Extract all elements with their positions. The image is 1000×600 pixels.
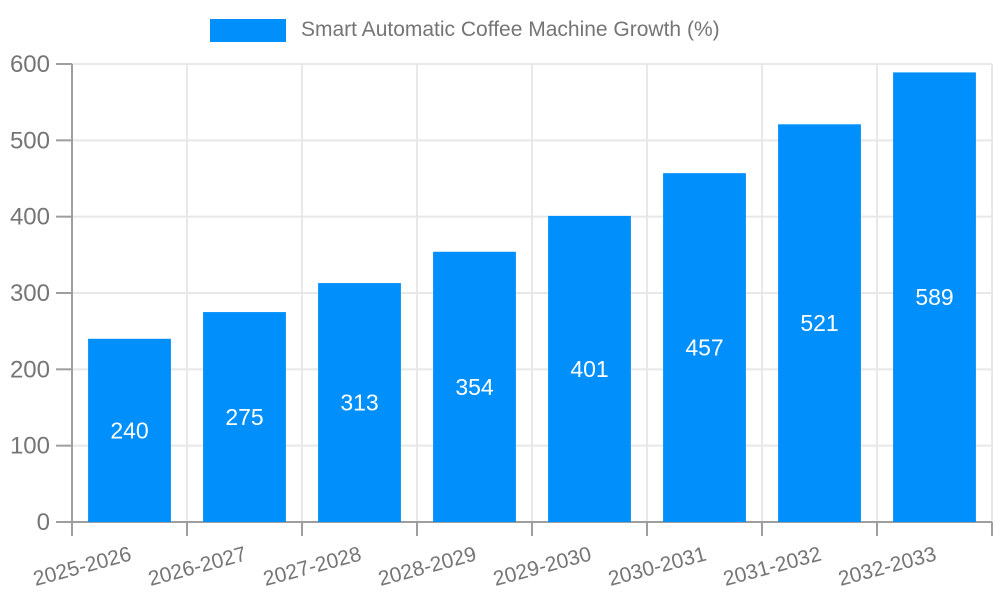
x-axis-category-label: 2031-2032	[721, 543, 824, 591]
x-axis-category-label: 2027-2028	[261, 543, 364, 591]
bar-value-label: 521	[800, 310, 838, 336]
x-axis-category-label: 2029-2030	[491, 543, 594, 591]
x-axis-category-label: 2028-2029	[376, 543, 479, 591]
bar-2027-2028[interactable]	[318, 283, 401, 522]
y-axis-tick-label: 500	[10, 127, 50, 154]
y-axis-tick-label: 600	[10, 51, 50, 78]
bar-2031-2032[interactable]	[778, 124, 861, 522]
legend-item[interactable]: Smart Automatic Coffee Machine Growth (%…	[210, 18, 720, 42]
bar-2025-2026[interactable]	[88, 338, 171, 522]
x-axis-category-label: 2025-2026	[31, 543, 134, 591]
bar-2026-2027[interactable]	[203, 312, 286, 522]
legend-label: Smart Automatic Coffee Machine Growth (%…	[301, 18, 720, 41]
bar-2030-2031[interactable]	[663, 173, 746, 522]
bar-value-label: 354	[455, 374, 494, 400]
bar-value-label: 313	[340, 390, 378, 416]
bar-value-label: 457	[685, 335, 723, 361]
bar-2032-2033[interactable]	[893, 72, 976, 522]
x-axis-category-label: 2030-2031	[606, 543, 709, 591]
bar-value-label: 401	[570, 356, 608, 382]
bar-2028-2029[interactable]	[433, 251, 516, 522]
y-axis-tick-label: 100	[10, 433, 50, 460]
bar-2029-2030[interactable]	[548, 215, 631, 523]
legend-swatch	[210, 18, 286, 42]
bar-value-label: 589	[915, 284, 953, 310]
y-axis-tick-label: 400	[10, 204, 50, 231]
y-axis-tick-label: 0	[37, 509, 50, 536]
y-axis-tick-label: 200	[10, 356, 50, 383]
x-axis-category-label: 2032-2033	[836, 543, 939, 591]
bar-value-label: 240	[110, 417, 148, 443]
x-axis-category-label: 2026-2027	[146, 543, 249, 591]
bar-value-label: 275	[225, 404, 263, 430]
y-axis-tick-label: 300	[10, 280, 50, 307]
